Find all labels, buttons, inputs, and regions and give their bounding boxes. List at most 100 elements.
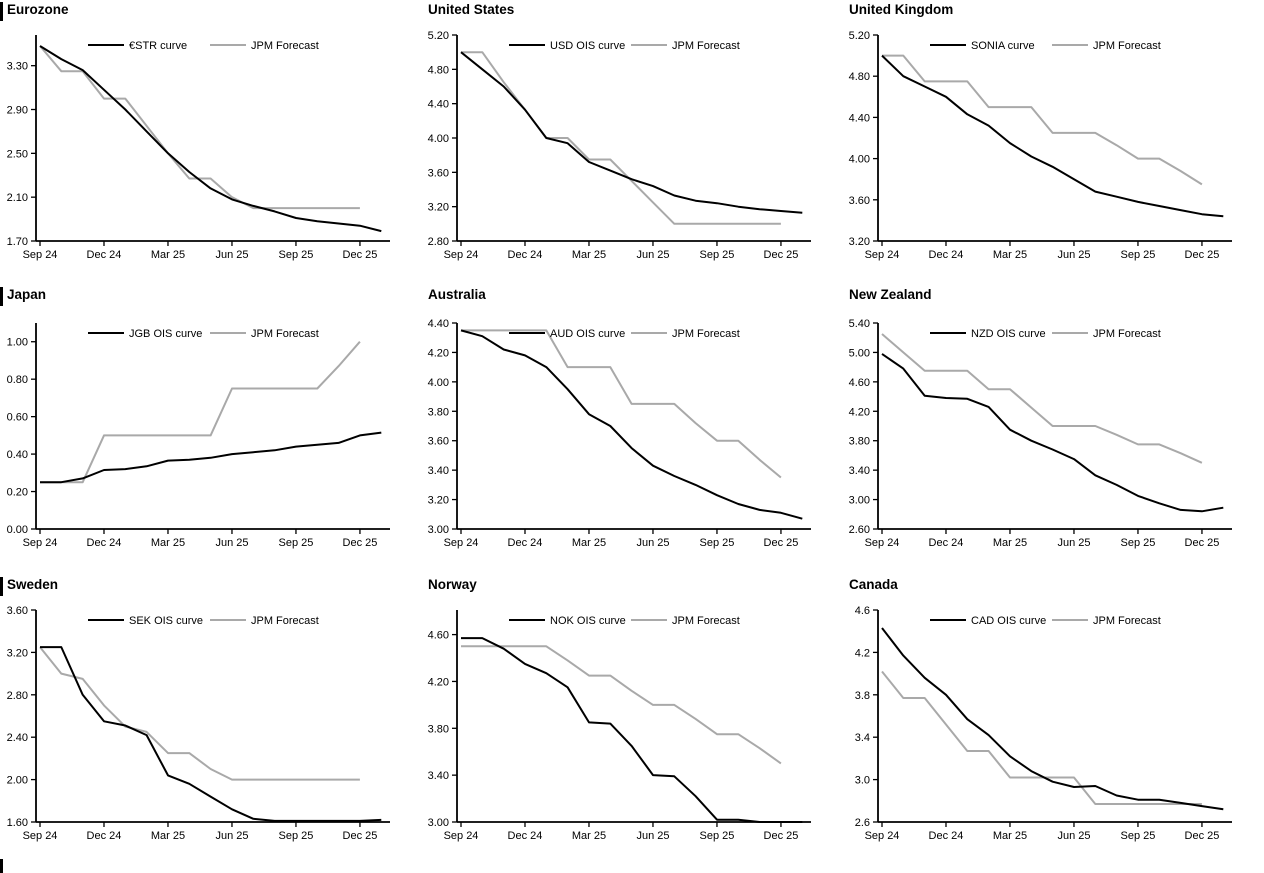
y-tick-label: 0.20 — [7, 487, 28, 499]
x-tick-label: Sep 24 — [865, 830, 900, 842]
y-tick-label: 3.60 — [7, 605, 28, 617]
forecast-line — [461, 51, 781, 225]
legend-ois-label: JGB OIS curve — [129, 328, 202, 340]
y-tick-label: 3.40 — [849, 465, 870, 477]
x-tick-label: Jun 25 — [636, 830, 669, 842]
x-tick-label: Dec 24 — [87, 537, 122, 549]
chart-title-sweden: Sweden — [7, 577, 59, 592]
x-tick-label: Dec 24 — [929, 537, 964, 549]
x-tick-label: Dec 24 — [929, 830, 964, 842]
forecast-line — [881, 333, 1203, 464]
y-tick-label: 3.00 — [849, 495, 870, 507]
y-tick-label: 3.80 — [849, 436, 870, 448]
ois-curve-line — [40, 646, 382, 822]
x-tick-label: Sep 25 — [700, 537, 735, 549]
forecast-line — [461, 645, 782, 765]
forecast-line — [39, 45, 360, 210]
y-tick-label: 5.20 — [428, 30, 449, 42]
ois-curve-line — [881, 353, 1224, 513]
legend-ois-label: CAD OIS curve — [971, 615, 1046, 627]
y-tick-label: 2.40 — [7, 732, 28, 744]
x-tick-label: Sep 24 — [23, 830, 58, 842]
x-tick-label: Sep 24 — [23, 537, 58, 549]
y-tick-label: 2.60 — [849, 524, 870, 536]
y-tick-label: 1.70 — [7, 236, 28, 248]
y-tick-label: 4.80 — [849, 71, 870, 83]
x-tick-label: Mar 25 — [572, 537, 606, 549]
chart-sweden: Sweden 3.60 3.20 2.80 2.40 2.00 1.60 Sep 24 Dec… — [0, 575, 421, 873]
y-tick-label: 4.2 — [855, 647, 870, 659]
legend-forecast-label: JPM Forecast — [672, 328, 740, 340]
y-tick-label: 2.90 — [7, 105, 28, 117]
y-tick-label: 4.6 — [855, 605, 870, 617]
y-tick-label: 4.60 — [849, 377, 870, 389]
x-tick-label: Jun 25 — [636, 249, 669, 261]
page-edge-marker — [0, 577, 3, 596]
y-tick-label: 0.00 — [7, 524, 28, 536]
x-tick-label: Dec 25 — [343, 830, 378, 842]
y-tick-label: 3.20 — [428, 202, 449, 214]
x-tick-label: Mar 25 — [993, 830, 1027, 842]
y-tick-label: 5.40 — [849, 318, 870, 330]
x-tick-label: Jun 25 — [215, 249, 248, 261]
x-tick-label: Jun 25 — [215, 537, 248, 549]
x-tick-label: Sep 24 — [865, 537, 900, 549]
x-tick-label: Jun 25 — [1057, 830, 1090, 842]
x-tick-label: Sep 25 — [700, 830, 735, 842]
y-tick-label: 3.20 — [849, 236, 870, 248]
chart-australia: Australia 4.40 4.20 4.00 3.80 3.60 3.40 3.20 3.… — [421, 285, 842, 575]
x-tick-label: Jun 25 — [636, 537, 669, 549]
x-tick-label: Mar 25 — [151, 830, 185, 842]
y-tick-label: 4.40 — [428, 99, 449, 111]
y-tick-label: 2.50 — [7, 148, 28, 160]
legend-forecast-label: JPM Forecast — [1093, 328, 1161, 340]
ois-curve-line — [460, 51, 803, 214]
ois-curve-line — [461, 637, 803, 823]
y-tick-label: 0.60 — [7, 412, 28, 424]
x-tick-label: Sep 25 — [1121, 249, 1156, 261]
y-tick-label: 1.60 — [7, 817, 28, 829]
ois-curve-line — [460, 329, 803, 520]
forecast-line — [39, 646, 360, 781]
x-tick-label: Dec 24 — [508, 249, 543, 261]
x-tick-label: Dec 25 — [1185, 537, 1220, 549]
chart-united-states: United States 5.20 4.80 4.40 4.00 3.60 3.20 2.… — [421, 0, 842, 285]
x-tick-label: Dec 24 — [508, 830, 543, 842]
y-tick-label: 3.00 — [428, 817, 449, 829]
legend-ois-label: NOK OIS curve — [550, 615, 626, 627]
y-tick-label: 3.80 — [428, 723, 449, 735]
y-tick-label: 2.80 — [428, 236, 449, 248]
y-tick-label: 4.00 — [428, 377, 449, 389]
chart-title-united-kingdom: United Kingdom — [849, 2, 954, 17]
legend-ois-label: USD OIS curve — [550, 40, 625, 52]
y-tick-label: 4.00 — [849, 154, 870, 166]
legend-forecast-label: JPM Forecast — [672, 40, 740, 52]
y-tick-label: 2.80 — [7, 690, 28, 702]
chart-new-zealand: New Zealand 5.40 5.00 4.60 4.20 3.80 3.40 3.00… — [842, 285, 1264, 575]
ois-curve-line — [881, 54, 1224, 218]
forecast-line — [881, 670, 1202, 805]
chart-united-kingdom: United Kingdom 5.20 4.80 4.40 4.00 3.60 3.20 S… — [842, 0, 1264, 285]
legend-forecast-label: JPM Forecast — [251, 615, 319, 627]
y-tick-label: 4.60 — [428, 630, 449, 642]
y-tick-label: 0.40 — [7, 449, 28, 461]
x-tick-label: Sep 24 — [444, 537, 479, 549]
y-tick-label: 3.4 — [855, 732, 870, 744]
chart-title-canada: Canada — [849, 577, 898, 592]
chart-title-norway: Norway — [428, 577, 477, 592]
y-tick-label: 5.00 — [849, 347, 870, 359]
legend-ois-label: €STR curve — [129, 40, 187, 52]
chart-japan: Japan 1.00 0.80 0.60 0.40 0.20 0.00 Sep 24 Dec … — [0, 285, 421, 575]
y-tick-label: 3.80 — [428, 406, 449, 418]
legend-ois-label: SONIA curve — [971, 40, 1035, 52]
legend-forecast-label: JPM Forecast — [251, 328, 319, 340]
y-tick-label: 4.20 — [428, 676, 449, 688]
y-tick-label: 3.40 — [428, 770, 449, 782]
x-tick-label: Dec 24 — [87, 830, 122, 842]
